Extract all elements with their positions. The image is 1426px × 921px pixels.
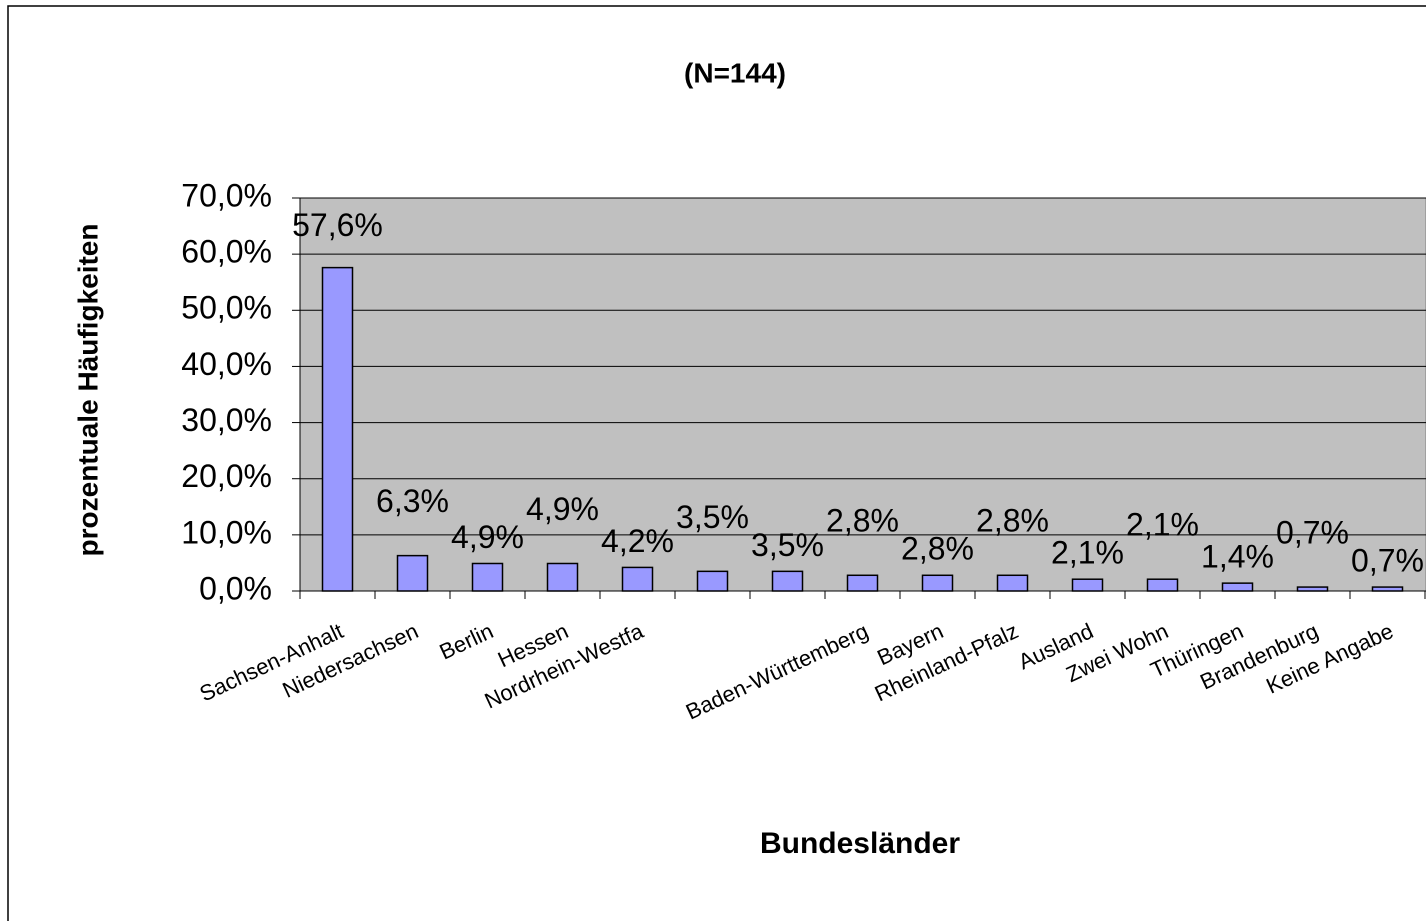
data-label: 3,5% xyxy=(676,499,749,535)
data-label: 2,8% xyxy=(976,503,1049,539)
bar xyxy=(1296,586,1329,592)
data-label: 2,1% xyxy=(1051,535,1124,571)
bar xyxy=(1371,586,1404,592)
data-label: 4,2% xyxy=(601,523,674,559)
data-label: 4,9% xyxy=(451,519,524,555)
bar xyxy=(621,566,654,592)
bar xyxy=(846,574,879,592)
bar xyxy=(921,574,954,592)
data-label: 57,6% xyxy=(292,207,383,243)
data-label: 2,8% xyxy=(901,531,974,567)
data-label: 4,9% xyxy=(526,491,599,527)
y-tick-label: 40,0% xyxy=(181,346,272,382)
y-tick-label: 10,0% xyxy=(181,514,272,550)
bar xyxy=(996,574,1029,592)
chart-title: (N=144) xyxy=(684,57,786,88)
bar xyxy=(1071,578,1104,592)
bar xyxy=(471,562,504,592)
y-tick-label: 70,0% xyxy=(181,177,272,213)
bar xyxy=(696,570,729,592)
x-axis-title: Bundesländer xyxy=(760,827,960,860)
data-label: 6,3% xyxy=(376,483,449,519)
bar xyxy=(396,554,429,592)
y-tick-label: 30,0% xyxy=(181,402,272,438)
bar xyxy=(771,570,804,592)
bar xyxy=(1146,578,1179,592)
y-tick-label: 50,0% xyxy=(181,290,272,326)
data-label: 3,5% xyxy=(751,527,824,563)
y-tick-label: 0,0% xyxy=(199,570,272,606)
data-label: 0,7% xyxy=(1351,543,1424,579)
data-label: 1,4% xyxy=(1201,539,1274,575)
plot-area xyxy=(299,197,1426,592)
data-label: 2,8% xyxy=(826,503,899,539)
y-tick-label: 20,0% xyxy=(181,458,272,494)
y-tick-label: 60,0% xyxy=(181,234,272,270)
bar xyxy=(546,562,579,592)
data-label: 2,1% xyxy=(1126,507,1199,543)
bar xyxy=(1221,582,1254,592)
bar xyxy=(321,266,354,592)
data-label: 0,7% xyxy=(1276,515,1349,551)
y-axis-title: prozentuale Häufigkeiten xyxy=(72,224,103,557)
